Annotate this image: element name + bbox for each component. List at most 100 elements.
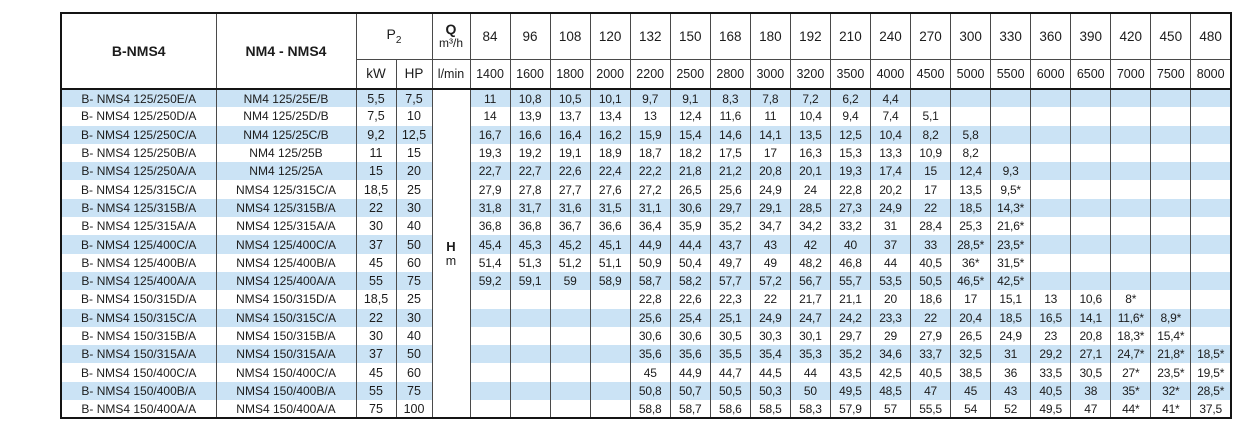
- head-value-cell: [589, 363, 631, 382]
- head-value-cell: 29: [869, 326, 912, 346]
- head-value-cell: 38: [1070, 381, 1112, 401]
- head-value-cell: 30,5: [709, 326, 751, 346]
- head-value-cell: 42: [789, 235, 831, 254]
- head-value-cell: [509, 400, 551, 419]
- head-value-cell: 24,9: [990, 326, 1032, 346]
- unit-lmin: l/min: [431, 58, 471, 90]
- head-value-cell: 35,6: [629, 345, 671, 364]
- flow-header-lmin: 6000: [1030, 58, 1072, 90]
- p2-kw-value: 37: [355, 345, 397, 364]
- head-value-cell: 57,9: [829, 400, 871, 419]
- head-value-cell: 35,3: [789, 345, 831, 364]
- head-value-cell: 36,4: [629, 217, 671, 236]
- head-value-cell: 35,2: [829, 345, 871, 364]
- head-value-cell: 14,1: [1070, 308, 1112, 327]
- header-row-units: kW HP l/min 1400 1600 1800 2000 2200 2500 2800…: [61, 58, 1232, 90]
- head-value-cell: 30,6: [669, 198, 711, 218]
- head-value-cell: 46,8: [829, 253, 871, 272]
- head-value-cell: 18,5: [990, 308, 1032, 327]
- head-value-cell: 48,2: [789, 253, 831, 272]
- head-value-cell: 18,7: [629, 143, 671, 163]
- head-value-cell: 44,4: [669, 235, 711, 254]
- head-value-cell: 53,5: [869, 271, 912, 291]
- head-value-cell: 33,5: [1030, 363, 1072, 382]
- flow-header-m3h: 168: [709, 12, 751, 60]
- head-value-cell: 20,8: [1070, 326, 1112, 346]
- table-row: B- NMS4 125/400A/A NMS4 125/400A/A 55 75 59,…: [60, 271, 1232, 291]
- head-value-cell: 20,2: [869, 180, 912, 199]
- head-value-cell: 40: [829, 235, 871, 254]
- head-value-cell: 13,5: [789, 125, 831, 144]
- head-value-cell: 58,6: [709, 400, 751, 419]
- head-value-cell: 47: [910, 381, 952, 401]
- head-value-cell: 10,4: [789, 107, 831, 126]
- p2-hp-value: 60: [395, 363, 433, 382]
- head-value-cell: [1190, 235, 1232, 254]
- head-value-cell: [469, 326, 511, 346]
- head-value-cell: 45,3: [509, 235, 551, 254]
- head-value-cell: 29,1: [749, 198, 791, 218]
- head-value-cell: [509, 363, 551, 382]
- head-value-cell: [549, 345, 591, 364]
- head-value-cell: 38,5: [950, 363, 992, 382]
- head-value-cell: 7,4: [869, 107, 912, 126]
- model-nm4-nms4: NMS4 125/315C/A: [215, 180, 357, 199]
- head-value-cell: [589, 290, 631, 309]
- head-value-cell: 8,2: [910, 125, 952, 144]
- head-value-cell: 10,8: [509, 87, 551, 108]
- col-header-nm4-nms4: NM4 - NMS4: [215, 12, 357, 90]
- head-value-cell: 29,7: [709, 198, 751, 218]
- head-value-cell: [509, 345, 551, 364]
- p2-hp-value: 100: [395, 400, 433, 419]
- table-row: B- NMS4 125/250A/A NM4 125/25A 15 20 22,7 22,…: [60, 162, 1232, 181]
- head-value-cell: 45: [629, 363, 671, 382]
- table-row: B- NMS4 150/315D/A NMS4 150/315D/A 18,5 25 2…: [60, 290, 1232, 309]
- head-value-cell: 6,2: [829, 87, 871, 108]
- head-value-cell: 31,7: [509, 198, 551, 218]
- head-value-cell: [1110, 253, 1152, 272]
- head-value-cell: [469, 363, 511, 382]
- head-value-cell: 41*: [1150, 400, 1192, 419]
- head-value-cell: 35,2: [709, 217, 751, 236]
- head-value-cell: [1190, 87, 1232, 108]
- model-b-nms4: B- NMS4 125/315B/A: [60, 198, 217, 218]
- table-row: B- NMS4 150/400C/A NMS4 150/400C/A 45 60 45 4…: [60, 363, 1232, 382]
- head-value-cell: 21,8*: [1150, 345, 1192, 364]
- model-nm4-nms4: NMS4 150/315C/A: [215, 308, 357, 327]
- head-value-cell: [1110, 107, 1152, 126]
- head-value-cell: [589, 326, 631, 346]
- head-value-cell: 42,5*: [990, 271, 1032, 291]
- head-value-cell: 19,5*: [1190, 363, 1232, 382]
- head-value-cell: 24,9: [869, 198, 912, 218]
- p2-hp-value: 60: [395, 253, 433, 272]
- head-value-cell: 35,4: [749, 345, 791, 364]
- table-row: B- NMS4 150/315B/A NMS4 150/315B/A 30 40 30,…: [60, 326, 1232, 346]
- model-nm4-nms4: NM4 125/25B: [215, 143, 357, 163]
- flow-header-m3h: 210: [829, 12, 871, 60]
- head-value-cell: 44,5: [749, 363, 791, 382]
- head-value-cell: [1030, 217, 1072, 236]
- head-value-cell: 17: [749, 143, 791, 163]
- head-value-cell: 19,1: [549, 143, 591, 163]
- head-value-cell: [1110, 125, 1152, 144]
- head-value-cell: [1070, 271, 1112, 291]
- head-value-cell: 58,2: [669, 271, 711, 291]
- head-value-cell: [1030, 125, 1072, 144]
- head-value-cell: 49: [749, 253, 791, 272]
- head-value-cell: 24,9: [749, 308, 791, 327]
- head-value-cell: 12,4: [669, 107, 711, 126]
- head-value-cell: 22: [749, 290, 791, 309]
- head-value-cell: [469, 290, 511, 309]
- head-value-cell: [549, 363, 591, 382]
- model-nm4-nms4: NMS4 150/400B/A: [215, 381, 357, 401]
- head-value-cell: 24,7: [789, 308, 831, 327]
- head-value-cell: 18,9: [589, 143, 631, 163]
- head-value-cell: 15,9: [629, 125, 671, 144]
- flow-header-m3h: 84: [469, 12, 511, 60]
- model-nm4-nms4: NMS4 150/400C/A: [215, 363, 357, 382]
- p2-kw-value: 22: [355, 308, 397, 327]
- flow-header-m3h: 270: [910, 12, 952, 60]
- model-nm4-nms4: NM4 125/25C/B: [215, 125, 357, 144]
- head-value-cell: [1030, 87, 1072, 108]
